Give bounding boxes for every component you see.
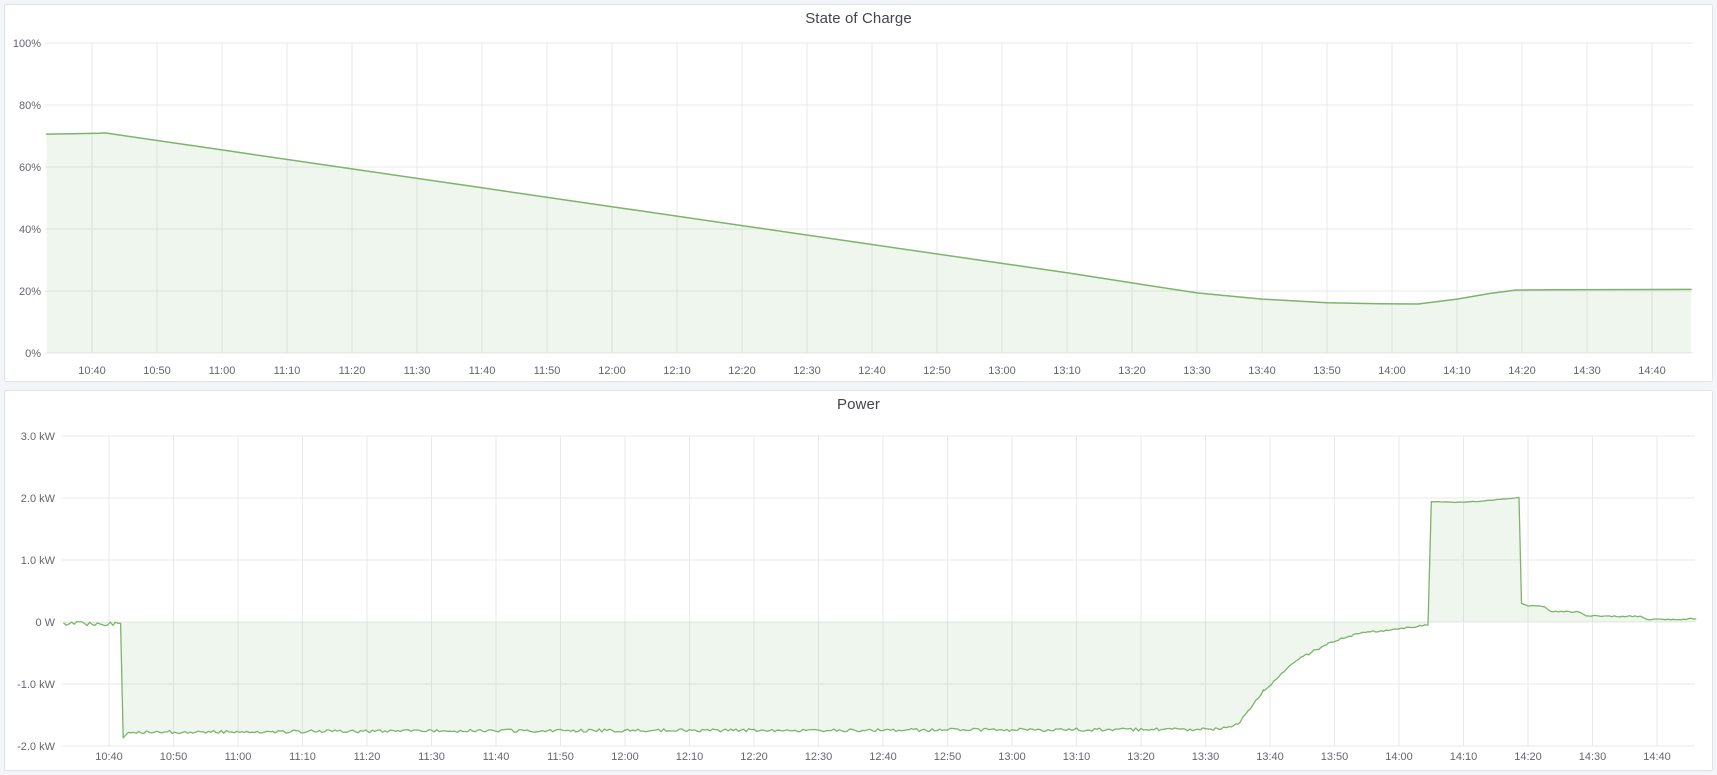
series-line <box>63 496 1697 739</box>
x-tick-label: 11:20 <box>354 751 381 763</box>
panel-title: State of Charge <box>805 10 912 27</box>
x-tick-label: 13:00 <box>998 751 1026 763</box>
panel-title: Power <box>836 396 881 413</box>
series-line <box>45 132 1692 305</box>
x-tick-label: 11:10 <box>274 365 301 377</box>
y-tick-label: 3.0 kW <box>21 431 56 443</box>
x-tick-label: 13:50 <box>1313 365 1341 377</box>
soc-chart-canvas[interactable]: 100% 80% 60% 40% 20% 0% 10:40 10:50 11:00 11:10 11… <box>5 5 1714 383</box>
x-tick-label: 12:20 <box>728 365 756 377</box>
x-tick-label: 12:20 <box>740 751 768 763</box>
x-tick-label: 14:10 <box>1450 751 1478 763</box>
y-tick-label: 40% <box>19 224 41 236</box>
x-tick-label: 12:00 <box>598 365 626 377</box>
x-tick-label: 12:30 <box>805 751 833 763</box>
x-tick-label: 11:40 <box>483 751 510 763</box>
x-tick-label: 13:00 <box>988 365 1016 377</box>
x-tick-label: 13:30 <box>1192 751 1220 763</box>
x-tick-label: 14:20 <box>1508 365 1536 377</box>
y-tick-label: 80% <box>19 100 41 112</box>
x-tick-label: 13:50 <box>1321 751 1349 763</box>
x-tick-label: 14:10 <box>1443 365 1471 377</box>
y-tick-label: 60% <box>19 162 41 174</box>
x-tick-label: 10:50 <box>143 365 171 377</box>
x-tick-label: 14:20 <box>1514 751 1542 763</box>
series-fill <box>63 497 1696 738</box>
x-tick-label: 12:00 <box>611 751 639 763</box>
x-tick-label: 14:00 <box>1378 365 1406 377</box>
x-tick-label: 13:20 <box>1127 751 1155 763</box>
y-tick-label: 20% <box>19 286 41 298</box>
x-tick-label: 11:50 <box>534 365 561 377</box>
x-tick-label: 11:00 <box>209 365 236 377</box>
x-tick-label: 11:20 <box>339 365 366 377</box>
panel-state-of-charge: State of Charge 100% 80% 60% 40% 20% 0% 10:40 1… <box>4 4 1713 382</box>
x-tick-label: 14:40 <box>1638 365 1666 377</box>
x-tick-label: 11:50 <box>547 751 574 763</box>
x-tick-label: 12:10 <box>676 751 704 763</box>
x-tick-label: 11:40 <box>469 365 496 377</box>
x-tick-label: 13:40 <box>1248 365 1276 377</box>
y-tick-label: 0 W <box>35 617 55 629</box>
y-tick-label: -1.0 kW <box>17 679 56 691</box>
x-tick-label: 11:30 <box>404 365 431 377</box>
x-tick-label: 13:30 <box>1183 365 1211 377</box>
x-tick-label: 12:40 <box>858 365 886 377</box>
power-chart-canvas[interactable]: 3.0 kW 2.0 kW 1.0 kW 0 W -1.0 kW -2.0 kW 10:40… <box>5 391 1714 772</box>
x-tick-label: 13:20 <box>1118 365 1146 377</box>
x-tick-label: 10:50 <box>160 751 188 763</box>
panel-power: Power 3.0 kW 2.0 kW 1.0 kW 0 W -1.0 kW -2.0 k… <box>4 390 1713 771</box>
x-tick-label: 11:30 <box>418 751 445 763</box>
y-tick-label: 1.0 kW <box>21 555 56 567</box>
x-tick-label: 14:30 <box>1573 365 1601 377</box>
x-tick-label: 13:10 <box>1063 751 1091 763</box>
series-fill <box>46 132 1691 353</box>
x-tick-label: 11:00 <box>225 751 252 763</box>
x-tick-label: 10:40 <box>78 365 106 377</box>
x-tick-label: 13:40 <box>1256 751 1284 763</box>
x-tick-label: 11:10 <box>289 751 316 763</box>
x-tick-label: 14:30 <box>1579 751 1607 763</box>
y-tick-label: 100% <box>13 38 41 50</box>
x-tick-label: 14:00 <box>1385 751 1413 763</box>
x-tick-label: 12:50 <box>923 365 951 377</box>
x-tick-label: 12:30 <box>793 365 821 377</box>
x-tick-label: 12:40 <box>869 751 897 763</box>
x-tick-label: 10:40 <box>95 751 123 763</box>
x-tick-label: 12:50 <box>934 751 962 763</box>
y-tick-label: -2.0 kW <box>17 741 56 753</box>
x-tick-label: 12:10 <box>663 365 691 377</box>
y-tick-label: 0% <box>25 348 41 360</box>
x-tick-label: 14:40 <box>1643 751 1671 763</box>
y-tick-label: 2.0 kW <box>21 493 56 505</box>
x-tick-label: 13:10 <box>1053 365 1081 377</box>
